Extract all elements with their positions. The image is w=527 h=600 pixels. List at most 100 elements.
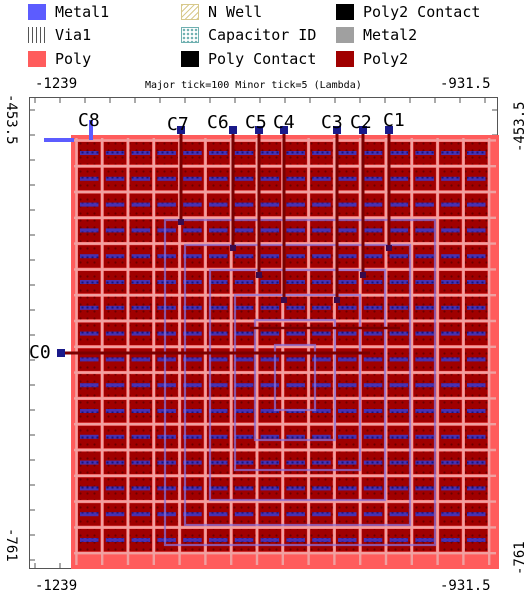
unit-cell (258, 296, 282, 320)
unit-cell (413, 477, 436, 500)
unit-cell (78, 322, 101, 346)
capacitor-label-c4: C4 (273, 112, 295, 133)
via1-dots (80, 538, 99, 542)
capacitor-id-swatch-icon (181, 27, 199, 43)
via1-dots (234, 176, 254, 181)
via1-dots (80, 151, 99, 155)
via1-dots (183, 460, 202, 465)
metal-routing (44, 120, 496, 565)
via1-dots (260, 228, 280, 233)
unit-cell (232, 529, 256, 552)
via1-dots (131, 151, 151, 155)
unit-cell (129, 451, 153, 475)
unit-cell (129, 503, 153, 526)
unit-cell (155, 400, 178, 423)
via1-dots (338, 331, 357, 336)
via1-dots (312, 538, 331, 542)
via1-dots (286, 254, 305, 259)
via1-dots (363, 254, 383, 259)
via1-dots (389, 305, 409, 310)
unit-cell (78, 425, 101, 449)
poly2-contact-terminal (255, 126, 263, 134)
via1-dots (467, 538, 486, 542)
unit-cell (439, 451, 462, 475)
via1-dots (183, 434, 202, 439)
via1-dots (209, 305, 228, 310)
via1-dots (312, 280, 331, 284)
via1-dots (157, 538, 176, 542)
via1-dots (441, 460, 460, 465)
via1-dots (415, 228, 434, 233)
unit-cell (181, 296, 204, 320)
unit-cell (284, 271, 307, 294)
unit-cell (336, 425, 359, 449)
unit-cell (284, 400, 307, 423)
unit-cell (129, 296, 153, 320)
via1-dots (183, 331, 202, 336)
unit-cell (129, 167, 153, 191)
unit-cell (465, 219, 488, 242)
via1-dots (441, 486, 460, 491)
metal2-route-ring (273, 343, 317, 412)
unit-cell (78, 451, 101, 475)
via1-dots (260, 486, 280, 491)
via1-dots (338, 202, 357, 207)
via1-dots (209, 434, 228, 439)
unit-cell (258, 477, 282, 500)
via1-dots (157, 460, 176, 465)
via1-dots (286, 460, 305, 465)
unit-cell (103, 400, 127, 423)
via1-dots (338, 280, 357, 284)
via1-dots (467, 409, 486, 413)
via1-dots (105, 305, 125, 310)
via1-dots (312, 486, 331, 491)
via1-dots (467, 512, 486, 517)
unit-cell (439, 503, 462, 526)
via1-dots (183, 409, 202, 413)
via1-dots (157, 151, 176, 155)
via1-dots (338, 512, 357, 517)
via1-dots (286, 512, 305, 517)
via1-dots (183, 357, 202, 362)
unit-cell (310, 477, 333, 500)
legend-item-poly2: Poly2 (336, 50, 408, 68)
via-contact (334, 297, 340, 303)
via1-dots (467, 434, 486, 439)
via1-dots (312, 512, 331, 517)
capacitor-terminals (57, 126, 393, 357)
capacitor-label-c1: C1 (383, 110, 405, 131)
via1-dots (260, 512, 280, 517)
unit-cell (336, 193, 359, 217)
legend-label: Poly2 (363, 50, 409, 68)
via1-dots (234, 331, 254, 336)
tick-info-label: Major tick=100 Minor tick=5 (Lambda) (145, 80, 362, 91)
unit-cell (284, 193, 307, 217)
via1-dots (131, 538, 151, 542)
via1-dots (338, 357, 357, 362)
unit-cell (465, 193, 488, 217)
via1-dots (389, 486, 409, 491)
via1-dots (338, 383, 357, 388)
unit-cell (181, 245, 204, 268)
via1-dots (234, 280, 254, 284)
unit-cell (361, 451, 385, 475)
via1-dots (441, 228, 460, 233)
via1-dots (157, 176, 176, 181)
unit-cell (336, 322, 359, 346)
unit-cell (155, 503, 178, 526)
unit-cell (387, 193, 411, 217)
via1-dots (157, 409, 176, 413)
unit-cell (336, 451, 359, 475)
unit-cell (78, 529, 101, 552)
via1-dots (286, 434, 305, 439)
unit-cell (361, 400, 385, 423)
unit-cell (258, 245, 282, 268)
legend-item-poly: Poly (28, 50, 91, 68)
unit-cell (181, 529, 204, 552)
via1-dots (234, 228, 254, 233)
unit-cell (155, 245, 178, 268)
via1-dots (234, 512, 254, 517)
via1-dots (467, 202, 486, 207)
via1-dots (183, 486, 202, 491)
unit-cell (361, 425, 385, 449)
